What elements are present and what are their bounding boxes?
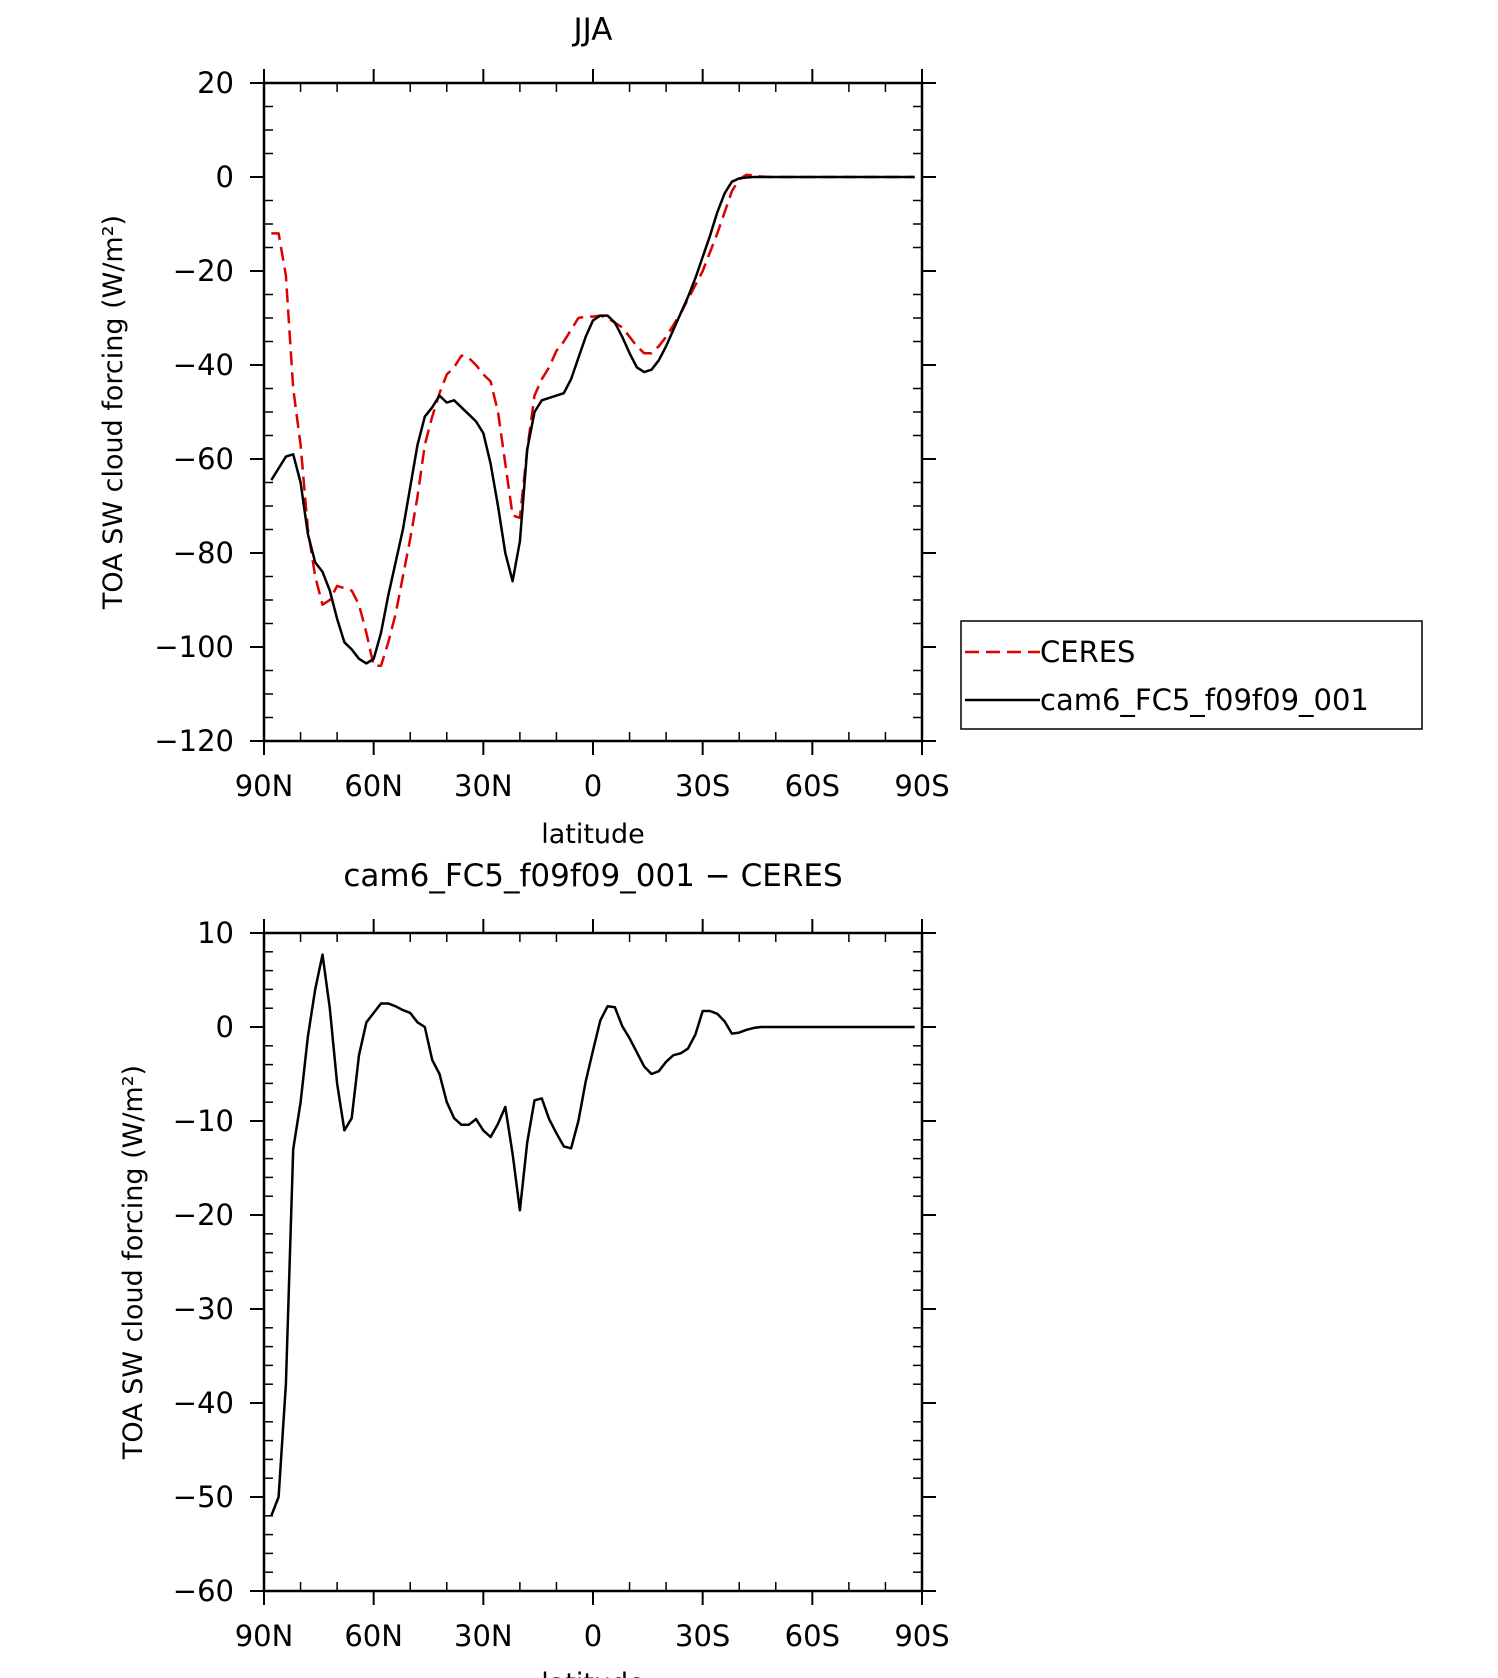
x-tick-label: 30N [454,1619,513,1653]
x-tick-label: 60N [344,769,403,803]
x-tick-label: 90N [235,1619,294,1653]
x-tick-label: 30S [675,769,730,803]
y-tick-label: 10 [197,916,234,950]
y-tick-label: 20 [197,66,234,100]
x-tick-label: 90S [894,1619,949,1653]
y-axis-title: TOA SW cloud forcing (W/m²) [118,1065,149,1460]
legend-frame [960,620,1423,730]
chart-title: JJA [572,12,613,48]
x-tick-label: 0 [584,1619,602,1653]
axis-ticks [250,919,936,1605]
plot-frame [262,931,924,1593]
x-axis-tick-labels: 90N 60N 30N 0 30S 60S 90S [235,1619,950,1653]
x-axis-title: latitude [541,1668,645,1678]
y-tick-label: −120 [154,724,234,758]
x-tick-label: 60S [785,1619,840,1653]
x-tick-label: 0 [584,769,602,803]
y-axis-tick-labels: 20 0 −20 −40 −60 −80 −100 −120 [154,66,234,758]
y-tick-label: 0 [216,160,234,194]
y-tick-label: −10 [173,1104,234,1138]
legend-label-ceres: CERES [1040,635,1135,669]
x-tick-label: 90N [235,769,294,803]
y-tick-label: −60 [173,442,234,476]
y-tick-label: −20 [173,254,234,288]
x-tick-label: 60S [785,769,840,803]
y-tick-label: −20 [173,1198,234,1232]
chart-panel-difference: cam6_FC5_f09f09_001 − CERES 10 0 −10 −20 −30… [118,858,950,1678]
x-tick-label: 90S [894,769,949,803]
chart-title: cam6_FC5_f09f09_001 − CERES [343,858,842,894]
y-axis-tick-labels: 10 0 −10 −20 −30 −40 −50 −60 [173,916,234,1608]
x-tick-label: 60N [344,1619,403,1653]
y-tick-label: −80 [173,536,234,570]
y-tick-label: −30 [173,1292,234,1326]
chart-panel-jja: JJA 20 0 −20 −40 −60 −80 −100 −120 90N 60N 30N 0 30… [98,12,1423,850]
plot-frame [262,81,924,743]
y-tick-label: −40 [173,348,234,382]
legend-label-cam6: cam6_FC5_f09f09_001 [1040,683,1369,717]
series-line-ceres [271,173,915,668]
series-line-difference [270,953,915,1517]
series-group [270,953,915,1517]
series-group [270,173,915,668]
y-tick-label: −60 [173,1574,234,1608]
x-tick-label: 30S [675,1619,730,1653]
x-tick-label: 30N [454,769,513,803]
series-line-cam6-fc5-f09f09-001 [270,175,915,665]
x-axis-title: latitude [541,819,645,850]
y-axis-title: TOA SW cloud forcing (W/m²) [98,215,129,610]
axis-ticks [250,69,936,755]
y-tick-label: −40 [173,1386,234,1420]
y-tick-label: −50 [173,1480,234,1514]
x-axis-tick-labels: 90N 60N 30N 0 30S 60S 90S [235,769,950,803]
y-tick-label: −100 [154,630,234,664]
legend: CERES cam6_FC5_f09f09_001 [960,620,1423,730]
y-tick-label: 0 [216,1010,234,1044]
